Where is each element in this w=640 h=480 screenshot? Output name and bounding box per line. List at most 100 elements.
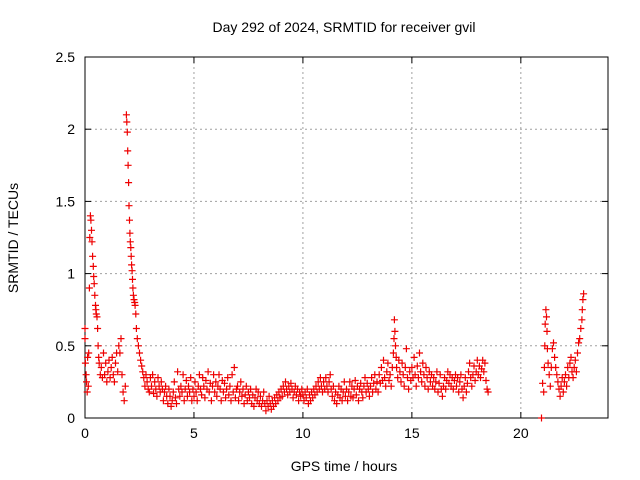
data-point [212, 378, 220, 386]
data-point [333, 400, 341, 408]
data-point [174, 368, 182, 376]
data-point [436, 371, 444, 379]
data-point [323, 382, 331, 390]
data-point [432, 378, 440, 386]
y-tick-label: 0 [67, 410, 75, 426]
data-point [413, 362, 421, 370]
data-point [384, 359, 392, 367]
data-point [193, 397, 201, 405]
data-point [468, 382, 476, 390]
data-point [423, 374, 431, 382]
data-point [170, 378, 178, 386]
data-point [546, 382, 554, 390]
data-point [122, 111, 130, 119]
data-point [91, 291, 99, 299]
data-point [207, 397, 215, 405]
data-point [355, 397, 362, 405]
data-point [572, 368, 580, 376]
data-point [242, 382, 250, 390]
data-point [127, 252, 135, 260]
y-tick-label: 1 [67, 266, 75, 282]
data-point [438, 392, 446, 400]
data-point [422, 364, 430, 371]
data-point [114, 368, 122, 376]
data-point [578, 316, 586, 324]
data-point [94, 325, 102, 332]
data-point [129, 284, 137, 292]
data-point [237, 378, 245, 386]
data-point [435, 379, 443, 387]
data-point [131, 301, 139, 309]
data-point [225, 391, 233, 399]
y-axis-label: SRMTID / TECUs [5, 183, 21, 293]
data-point [97, 364, 105, 371]
data-point [165, 385, 173, 393]
y-tick-label: 2.5 [56, 49, 76, 65]
data-point [235, 397, 243, 405]
data-point [567, 353, 575, 361]
data-point [579, 296, 587, 304]
data-point [552, 364, 560, 371]
x-tick-label: 20 [513, 425, 529, 441]
data-point [418, 378, 426, 386]
data-point [204, 368, 212, 376]
data-point [230, 364, 238, 371]
y-tick-label: 1.5 [56, 193, 76, 209]
data-point [551, 353, 559, 361]
data-point [187, 374, 195, 382]
x-tick-label: 10 [295, 425, 311, 441]
data-point [374, 388, 382, 396]
data-point [463, 379, 471, 387]
data-point [224, 374, 232, 382]
data-point [575, 339, 583, 347]
data-point [129, 275, 136, 283]
data-point [462, 388, 470, 396]
data-point [94, 342, 102, 350]
data-point [577, 325, 585, 332]
data-point [126, 229, 134, 237]
data-point [480, 368, 488, 376]
data-point [81, 325, 89, 332]
data-point [149, 371, 157, 379]
data-point [107, 364, 115, 371]
data-point [176, 392, 184, 400]
data-point [191, 378, 199, 386]
data-point [118, 371, 126, 379]
data-point [82, 371, 90, 379]
data-point [385, 377, 393, 384]
data-point [127, 244, 135, 252]
data-point [116, 349, 124, 357]
data-point [538, 414, 545, 422]
data-point [471, 377, 479, 384]
data-point [100, 349, 107, 357]
data-point [142, 371, 150, 379]
data-point [287, 379, 295, 387]
plot-frame [84, 56, 609, 419]
data-point [303, 385, 311, 393]
data-point [400, 382, 408, 390]
data-point [539, 379, 547, 387]
data-point [134, 342, 142, 350]
data-point [540, 388, 548, 396]
chart-title: Day 292 of 2024, SRMTID for receiver gvi… [213, 19, 476, 35]
data-point [179, 371, 187, 379]
data-point [578, 306, 586, 314]
data-point [81, 335, 89, 343]
data-point [406, 368, 414, 376]
data-point [90, 280, 98, 288]
data-point [408, 364, 416, 371]
data-point [322, 374, 330, 382]
data-point [177, 382, 185, 390]
data-point [126, 216, 133, 224]
data-point [405, 385, 413, 393]
data-point [566, 359, 574, 367]
data-point [120, 397, 128, 405]
data-point [167, 402, 175, 410]
data-point [89, 252, 97, 260]
data-point [394, 374, 402, 382]
data-point [542, 306, 550, 314]
data-point [221, 379, 228, 387]
data-point [414, 374, 422, 382]
data-point [564, 364, 572, 371]
